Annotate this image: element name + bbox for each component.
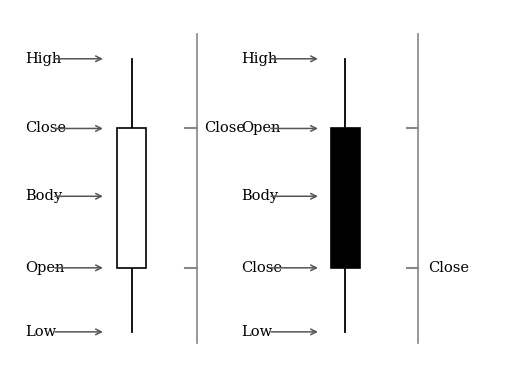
Text: Close: Close — [241, 261, 282, 275]
Text: Low: Low — [241, 325, 272, 339]
Text: High: High — [241, 52, 277, 66]
Text: Open: Open — [241, 121, 280, 136]
Bar — [331, 129, 360, 268]
Bar — [117, 129, 146, 268]
Text: Open: Open — [25, 261, 65, 275]
Text: Body: Body — [241, 189, 278, 203]
Text: High: High — [25, 52, 61, 66]
Text: Close: Close — [205, 121, 245, 136]
Text: Close: Close — [428, 261, 470, 275]
Text: Low: Low — [25, 325, 56, 339]
Text: Close: Close — [25, 121, 66, 136]
Text: Body: Body — [25, 189, 62, 203]
